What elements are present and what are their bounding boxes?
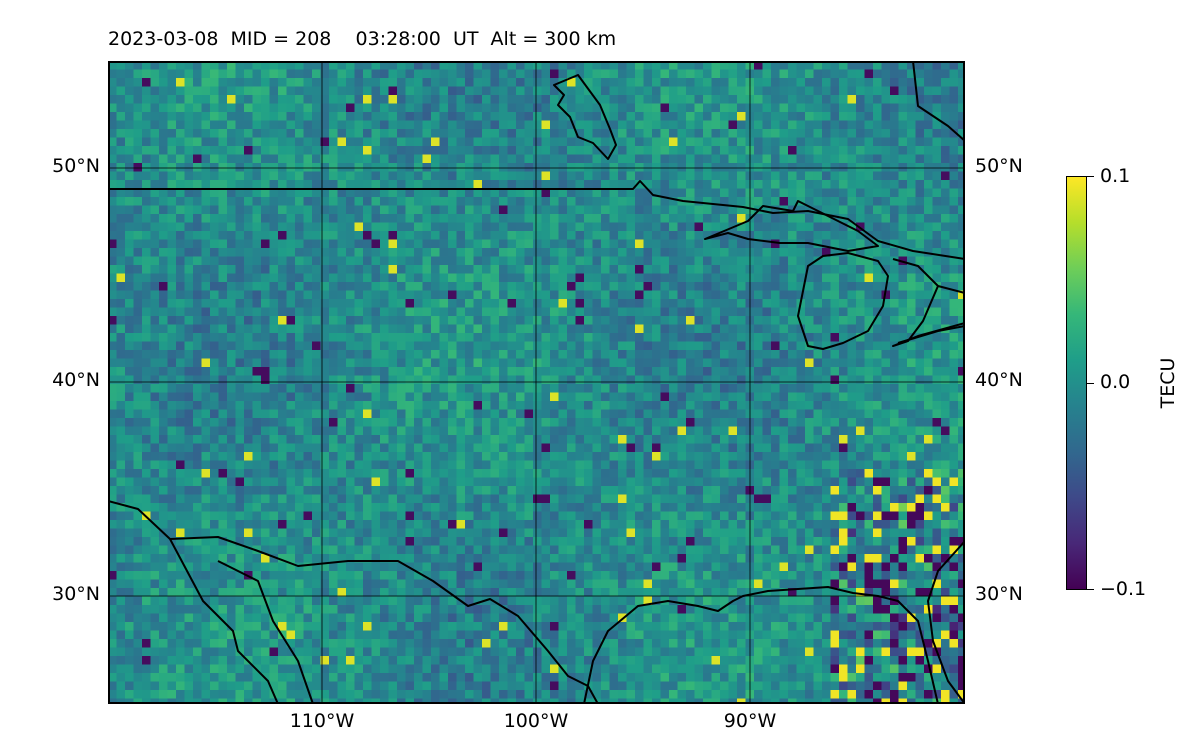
lake-michigan: [797, 252, 889, 350]
colorbar-label-min: −0.1: [1100, 578, 1147, 600]
lake-superior: [704, 200, 879, 252]
colorbar: [1066, 176, 1087, 590]
tec-map: [108, 61, 965, 704]
gulf-of-california: [217, 560, 314, 704]
florida-coast: [927, 540, 965, 704]
gulf-coast: [583, 586, 939, 704]
hudson-bay-coast: [912, 61, 965, 142]
colorbar-tick-min: [1087, 589, 1094, 590]
colorbar-label-zero: 0.0: [1100, 371, 1131, 393]
lat-label-50n-left: 50°N: [52, 155, 100, 177]
lat-label-30n-left: 30°N: [52, 583, 100, 605]
map-frame: [108, 61, 965, 704]
colorbar-tick-max: [1087, 176, 1094, 177]
lat-label-40n-left: 40°N: [52, 369, 100, 391]
tec-perturbation-grid: [108, 61, 965, 704]
graticule: [108, 61, 965, 704]
lon-label-100w: 100°W: [503, 710, 569, 732]
colorbar-title: TECU: [1157, 357, 1179, 409]
baja-coast: [108, 500, 279, 704]
lat-label-40n-right: 40°N: [975, 369, 1023, 391]
colorbar-label-max: 0.1: [1100, 165, 1131, 187]
lake-winnipeg: [553, 74, 617, 160]
lat-label-30n-right: 30°N: [975, 583, 1023, 605]
lon-label-110w: 110°W: [289, 710, 355, 732]
lat-label-50n-right: 50°N: [975, 155, 1023, 177]
coastlines-and-borders: [108, 61, 965, 704]
mexico-us-border: [169, 536, 599, 704]
map-plot-area[interactable]: [108, 61, 965, 704]
colorbar-tick-zero: [1087, 383, 1094, 384]
map-title: 2023-03-08 MID = 208 03:28:00 UT Alt = 3…: [108, 28, 617, 50]
lake-erie: [897, 325, 965, 344]
lon-label-90w: 90°W: [723, 710, 777, 732]
